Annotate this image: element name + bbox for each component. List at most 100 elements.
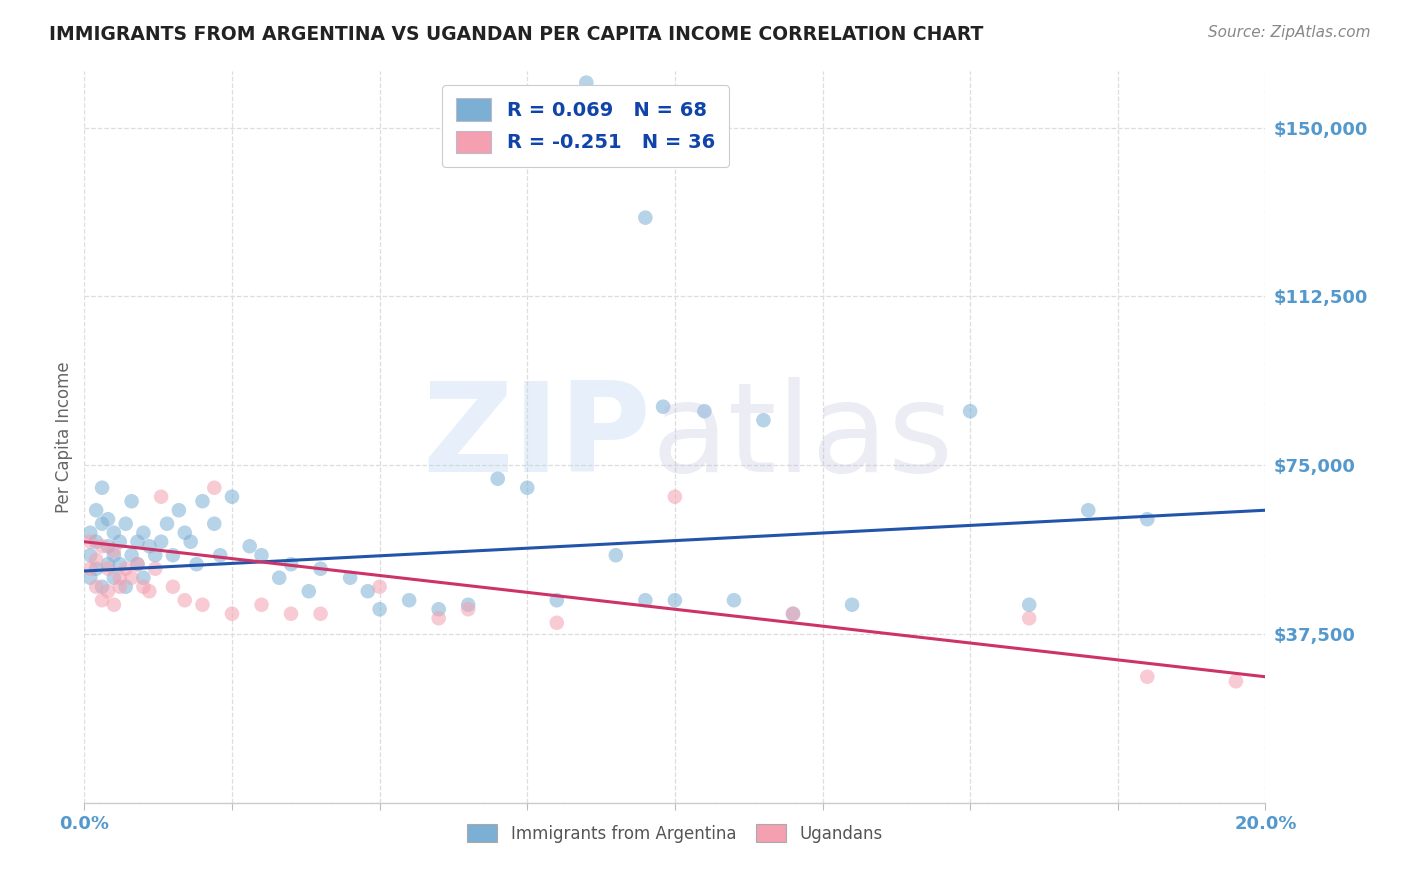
Point xyxy=(398,593,420,607)
Point xyxy=(97,584,120,599)
Point xyxy=(486,472,509,486)
Point xyxy=(108,580,131,594)
Text: IMMIGRANTS FROM ARGENTINA VS UGANDAN PER CAPITA INCOME CORRELATION CHART: IMMIGRANTS FROM ARGENTINA VS UGANDAN PER… xyxy=(49,25,984,44)
Point xyxy=(723,593,745,607)
Point xyxy=(693,404,716,418)
Point xyxy=(143,562,166,576)
Point xyxy=(782,607,804,621)
Point xyxy=(1136,670,1159,684)
Point xyxy=(79,571,101,585)
Point xyxy=(162,580,184,594)
Point xyxy=(664,593,686,607)
Point xyxy=(368,602,391,616)
Point xyxy=(427,602,450,616)
Point xyxy=(221,490,243,504)
Point xyxy=(167,503,190,517)
Point xyxy=(546,615,568,630)
Point xyxy=(79,534,101,549)
Point xyxy=(97,539,120,553)
Point xyxy=(752,413,775,427)
Y-axis label: Per Capita Income: Per Capita Income xyxy=(55,361,73,513)
Text: Source: ZipAtlas.com: Source: ZipAtlas.com xyxy=(1208,25,1371,40)
Point xyxy=(79,548,101,562)
Point xyxy=(127,558,149,572)
Point xyxy=(84,580,107,594)
Point xyxy=(634,593,657,607)
Point xyxy=(427,611,450,625)
Point xyxy=(156,516,179,531)
Point xyxy=(108,571,131,585)
Point xyxy=(121,494,143,508)
Legend: Immigrants from Argentina, Ugandans: Immigrants from Argentina, Ugandans xyxy=(461,818,889,849)
Point xyxy=(457,602,479,616)
Point xyxy=(280,558,302,572)
Point xyxy=(138,539,160,553)
Point xyxy=(841,598,863,612)
Point xyxy=(516,481,538,495)
Point xyxy=(191,494,214,508)
Point xyxy=(91,593,114,607)
Point xyxy=(634,211,657,225)
Point xyxy=(108,558,131,572)
Point xyxy=(114,516,136,531)
Point xyxy=(132,525,155,540)
Point xyxy=(605,548,627,562)
Point xyxy=(97,512,120,526)
Point xyxy=(114,580,136,594)
Point xyxy=(132,571,155,585)
Point xyxy=(103,571,125,585)
Point xyxy=(269,571,291,585)
Text: ZIP: ZIP xyxy=(423,376,651,498)
Point xyxy=(162,548,184,562)
Point xyxy=(664,490,686,504)
Text: atlas: atlas xyxy=(651,376,953,498)
Point xyxy=(652,400,675,414)
Point xyxy=(91,539,114,553)
Point xyxy=(457,598,479,612)
Point xyxy=(84,503,107,517)
Point xyxy=(79,525,101,540)
Point xyxy=(180,534,202,549)
Point xyxy=(309,562,332,576)
Point xyxy=(114,562,136,576)
Point xyxy=(298,584,321,599)
Point xyxy=(91,481,114,495)
Point xyxy=(127,558,149,572)
Point xyxy=(1225,674,1247,689)
Point xyxy=(84,534,107,549)
Point xyxy=(309,607,332,621)
Point xyxy=(1077,503,1099,517)
Point xyxy=(79,562,101,576)
Point xyxy=(97,562,120,576)
Point xyxy=(202,516,225,531)
Point xyxy=(84,553,107,567)
Point xyxy=(103,548,125,562)
Point xyxy=(150,534,173,549)
Point xyxy=(959,404,981,418)
Point xyxy=(138,584,160,599)
Point xyxy=(103,543,125,558)
Point xyxy=(108,534,131,549)
Point xyxy=(191,598,214,612)
Point xyxy=(368,580,391,594)
Point xyxy=(1136,512,1159,526)
Point xyxy=(250,598,273,612)
Point xyxy=(143,548,166,562)
Point xyxy=(250,548,273,562)
Point xyxy=(239,539,262,553)
Point xyxy=(782,607,804,621)
Point xyxy=(339,571,361,585)
Point xyxy=(84,562,107,576)
Point xyxy=(121,548,143,562)
Point xyxy=(1018,598,1040,612)
Point xyxy=(103,525,125,540)
Point xyxy=(221,607,243,621)
Point xyxy=(150,490,173,504)
Point xyxy=(97,558,120,572)
Point xyxy=(280,607,302,621)
Point xyxy=(202,481,225,495)
Point xyxy=(575,76,598,90)
Point xyxy=(132,580,155,594)
Point xyxy=(1018,611,1040,625)
Point xyxy=(91,580,114,594)
